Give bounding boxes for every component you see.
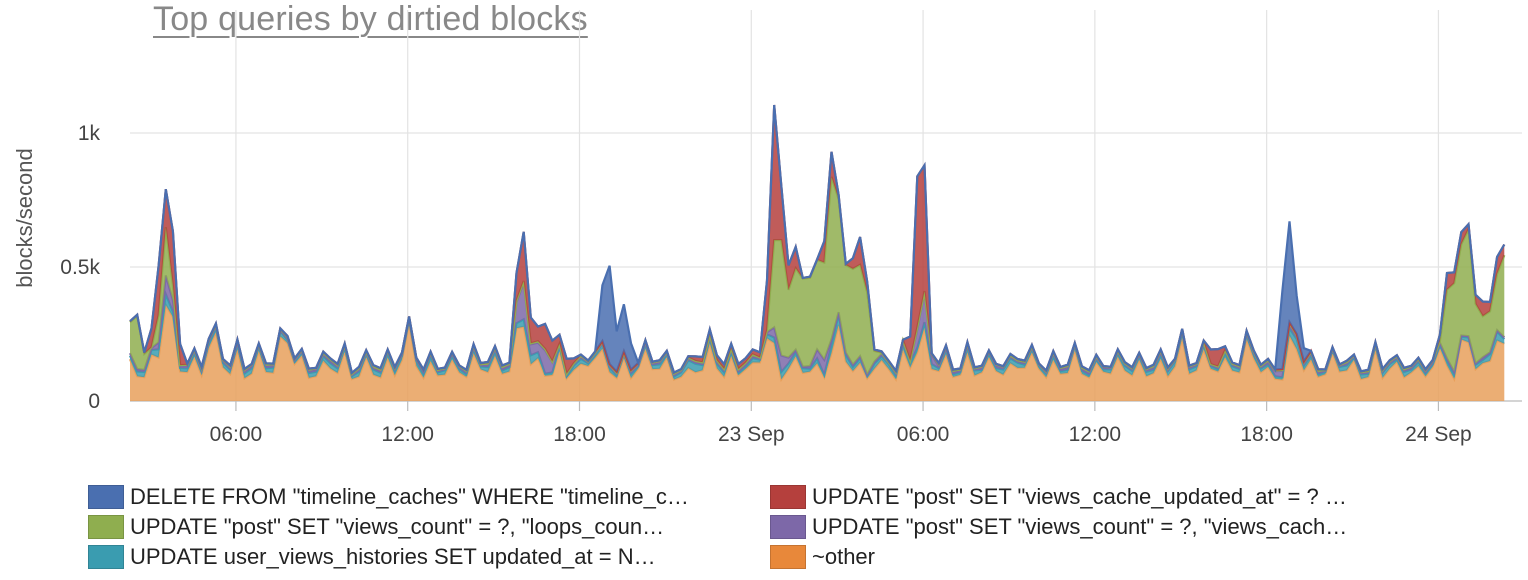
y-tick-label: 0 xyxy=(88,390,100,413)
legend-label: UPDATE "post" SET "views_count" = ?, "vi… xyxy=(812,514,1348,539)
axes: 0 0.5k 1k 06:00 12:00 18:00 23 Sep 06:00 12:00 18… xyxy=(60,122,1471,446)
legend-item-update-views-count-loops[interactable]: UPDATE "post" SET "views_count" = ?, "lo… xyxy=(88,514,664,540)
legend-item-update-views-cache-updated-at[interactable]: UPDATE "post" SET "views_cache_updated_a… xyxy=(770,484,1347,510)
legend-swatch xyxy=(88,485,124,509)
series-line xyxy=(129,104,1506,375)
series-area xyxy=(130,176,1505,375)
legend-label: UPDATE "post" SET "views_count" = ?, "lo… xyxy=(130,514,665,539)
legend-label: DELETE FROM "timeline_caches" WHERE "tim… xyxy=(130,484,689,509)
x-tick-label: 12:00 xyxy=(1069,423,1122,446)
legend-swatch xyxy=(770,485,806,509)
x-tick-label: 18:00 xyxy=(553,423,606,446)
legend-swatch xyxy=(770,515,806,539)
legend-item-update-views-count-cache[interactable]: UPDATE "post" SET "views_count" = ?, "vi… xyxy=(770,514,1347,540)
legend-item-user-views-histories[interactable]: UPDATE user_views_histories SET updated_… xyxy=(88,544,656,570)
series-areas xyxy=(128,104,1506,401)
legend-label: ~other xyxy=(812,544,875,569)
legend-swatch xyxy=(770,545,806,569)
legend-label: UPDATE "post" SET "views_cache_updated_a… xyxy=(812,484,1347,509)
x-tick-label: 06:00 xyxy=(210,423,263,446)
stacked-area-chart: 0 0.5k 1k 06:00 12:00 18:00 23 Sep 06:00 12:00 18… xyxy=(12,10,1522,446)
legend-label: UPDATE user_views_histories SET updated_… xyxy=(130,544,656,569)
x-tick-label: 23 Sep xyxy=(718,423,785,446)
series-area xyxy=(130,294,1505,380)
x-tick-label: 18:00 xyxy=(1240,423,1293,446)
x-tick-label: 24 Sep xyxy=(1405,423,1472,446)
y-tick-label: 1k xyxy=(78,122,101,145)
y-axis-label: blocks/second xyxy=(12,148,37,287)
legend-item-delete-timeline-caches[interactable]: DELETE FROM "timeline_caches" WHERE "tim… xyxy=(88,484,689,510)
legend-swatch xyxy=(88,545,124,569)
y-tick-label: 0.5k xyxy=(60,256,100,279)
x-tick-label: 12:00 xyxy=(381,423,434,446)
series-area xyxy=(130,275,1505,378)
legend-swatch xyxy=(88,515,124,539)
chart-title[interactable]: Top queries by dirtied blocks xyxy=(153,0,588,38)
x-tick-label: 06:00 xyxy=(897,423,950,446)
legend-item-other[interactable]: ~other xyxy=(770,544,875,570)
series-area xyxy=(130,305,1505,401)
